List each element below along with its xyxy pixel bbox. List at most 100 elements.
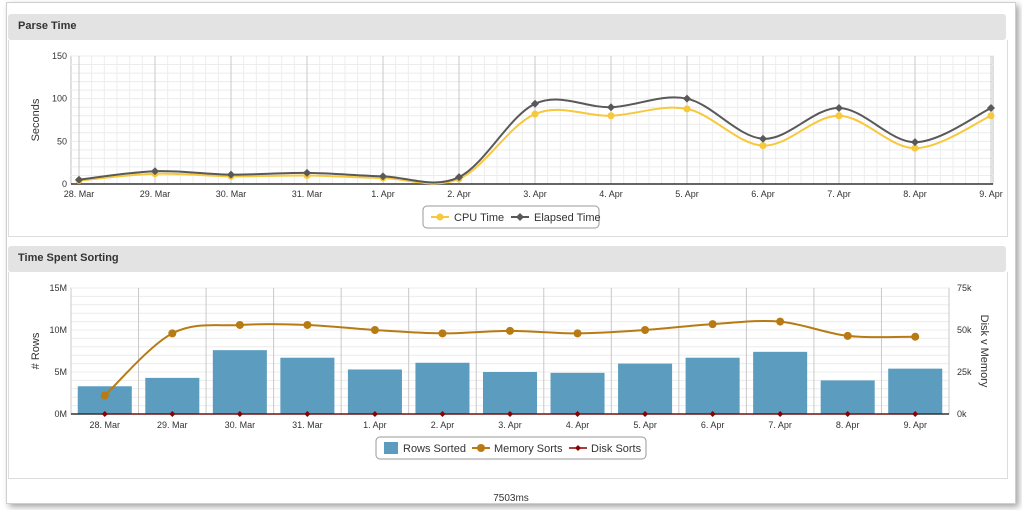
x-tick-label: 7. Apr bbox=[768, 420, 792, 430]
memory-sorts-point bbox=[370, 326, 379, 334]
y2-tick-label: 50k bbox=[957, 325, 972, 335]
disk-sorts-point bbox=[371, 411, 378, 417]
x-tick-label: 4. Apr bbox=[566, 420, 590, 430]
legend-disk-label: Disk Sorts bbox=[591, 443, 642, 455]
x-tick-label: 7. Apr bbox=[827, 189, 851, 199]
y2-tick-label: 75k bbox=[957, 283, 972, 293]
x-tick-label: 5. Apr bbox=[675, 189, 699, 199]
elapsed-time-point bbox=[835, 104, 843, 113]
y-tick-label: 0M bbox=[54, 409, 67, 419]
sorting-chart-box: 0M 5M 10M 15M 0k 25k 50k 75k # Rows Disk v Memory… bbox=[8, 272, 1008, 479]
elapsed-time-point bbox=[455, 173, 463, 182]
y2-axis-label: Disk v Memory bbox=[978, 315, 990, 388]
rows-sorted-bar bbox=[212, 350, 267, 414]
parse-time-chart: 0 50 100 150 Seconds 28. Mar 29. Mar 30. Mar 31.… bbox=[30, 51, 1003, 229]
cpu-time-point bbox=[759, 142, 767, 150]
disk-sorts-point bbox=[439, 411, 446, 417]
rows-sorted-bar bbox=[145, 377, 200, 414]
y-axis-label: Seconds bbox=[30, 98, 42, 141]
elapsed-time-point bbox=[531, 99, 539, 108]
elapsed-time-point bbox=[227, 170, 235, 179]
x-tick-label: 28. Mar bbox=[64, 189, 95, 199]
x-tick-label: 3. Apr bbox=[498, 420, 522, 430]
memory-sorts-point bbox=[506, 326, 514, 335]
y-tick-label: 100 bbox=[52, 94, 67, 104]
y-tick-label: 50 bbox=[57, 136, 67, 146]
x-tick-label: 1. Apr bbox=[363, 420, 387, 430]
memory-sorts-point bbox=[235, 320, 244, 329]
elapsed-time-point bbox=[303, 168, 311, 177]
rows-sorted-bar bbox=[347, 369, 402, 414]
rows-sorted-bar bbox=[820, 380, 875, 414]
memory-sorts-point bbox=[708, 320, 717, 329]
disk-sorts-point bbox=[709, 411, 716, 417]
x-tick-label: 2. Apr bbox=[431, 420, 455, 430]
disk-sorts-point bbox=[236, 411, 243, 417]
legend-rows-label: Rows Sorted bbox=[403, 443, 466, 455]
memory-sorts-point bbox=[911, 332, 920, 341]
disk-sorts-point bbox=[304, 411, 311, 417]
x-tick-label: 1. Apr bbox=[371, 189, 395, 199]
memory-sorts-point bbox=[776, 317, 785, 326]
y-tick-label: 15M bbox=[49, 283, 67, 293]
rows-sorted-bar bbox=[888, 368, 943, 414]
elapsed-time-point bbox=[987, 104, 995, 113]
x-tick-label: 5. Apr bbox=[633, 420, 657, 430]
legend-cpu-label: CPU Time bbox=[454, 212, 504, 224]
elapsed-time-point bbox=[75, 175, 83, 184]
x-tick-label: 31. Mar bbox=[292, 189, 323, 199]
cpu-time-point bbox=[911, 144, 919, 152]
legend-memory-label: Memory Sorts bbox=[494, 443, 563, 455]
y-tick-label: 150 bbox=[52, 51, 67, 61]
x-tick-label: 2. Apr bbox=[447, 189, 471, 199]
legend-memory-marker bbox=[477, 444, 485, 452]
cpu-time-point bbox=[531, 110, 539, 118]
disk-sorts-point bbox=[574, 411, 581, 417]
disk-sorts-point bbox=[777, 411, 784, 417]
x-tick-label: 28. Mar bbox=[90, 420, 121, 430]
y-tick-label: 10M bbox=[49, 325, 67, 335]
legend-elapsed-label: Elapsed Time bbox=[534, 212, 601, 224]
parse-time-title: Parse Time bbox=[18, 20, 77, 32]
elapsed-time-point bbox=[911, 138, 919, 147]
y-tick-label: 5M bbox=[54, 367, 67, 377]
x-tick-label: 6. Apr bbox=[751, 189, 775, 199]
x-tick-label: 30. Mar bbox=[216, 189, 247, 199]
memory-sorts-point bbox=[100, 391, 109, 400]
parse-time-chart-box: 0 50 100 150 Seconds 28. Mar 29. Mar 30. Mar 31.… bbox=[8, 40, 1008, 237]
legend-elapsed-marker bbox=[516, 213, 524, 221]
rows-sorted-bar bbox=[753, 351, 808, 414]
disk-sorts-point bbox=[101, 411, 108, 417]
footer-timing: 7503ms bbox=[493, 493, 529, 504]
rows-sorted-bar bbox=[618, 363, 673, 414]
x-tick-label: 9. Apr bbox=[903, 420, 927, 430]
x-tick-label: 3. Apr bbox=[523, 189, 547, 199]
memory-sorts-point bbox=[168, 329, 177, 338]
memory-sorts-point bbox=[573, 329, 582, 338]
y-axis-label: # Rows bbox=[30, 332, 42, 369]
y-tick-label: 0 bbox=[62, 179, 67, 189]
disk-sorts-point bbox=[912, 411, 919, 417]
legend-box bbox=[375, 436, 647, 460]
disk-sorts-point bbox=[169, 411, 176, 417]
elapsed-time-point bbox=[683, 94, 691, 103]
elapsed-time-point bbox=[379, 172, 387, 181]
elapsed-time-point bbox=[607, 103, 615, 112]
cpu-time-point bbox=[987, 112, 995, 120]
x-tick-label: 30. Mar bbox=[225, 420, 256, 430]
memory-sorts-point bbox=[843, 331, 852, 340]
memory-sorts-point bbox=[303, 320, 312, 329]
x-tick-label: 6. Apr bbox=[701, 420, 725, 430]
rows-sorted-bar bbox=[415, 362, 470, 414]
parse-time-header[interactable]: Parse Time bbox=[8, 14, 1006, 40]
x-tick-label: 31. Mar bbox=[292, 420, 323, 430]
x-tick-label: 9. Apr bbox=[979, 189, 1003, 199]
disk-sorts-point bbox=[507, 411, 513, 417]
rows-sorted-bar bbox=[280, 357, 335, 414]
sorting-header[interactable]: Time Spent Sorting bbox=[8, 246, 1006, 272]
x-tick-label: 29. Mar bbox=[140, 189, 171, 199]
legend-disk-marker bbox=[575, 445, 581, 451]
elapsed-time-point bbox=[151, 167, 159, 176]
sorting-title: Time Spent Sorting bbox=[18, 252, 119, 264]
sorting-chart: 0M 5M 10M 15M 0k 25k 50k 75k # Rows Disk v Memory… bbox=[30, 283, 990, 460]
